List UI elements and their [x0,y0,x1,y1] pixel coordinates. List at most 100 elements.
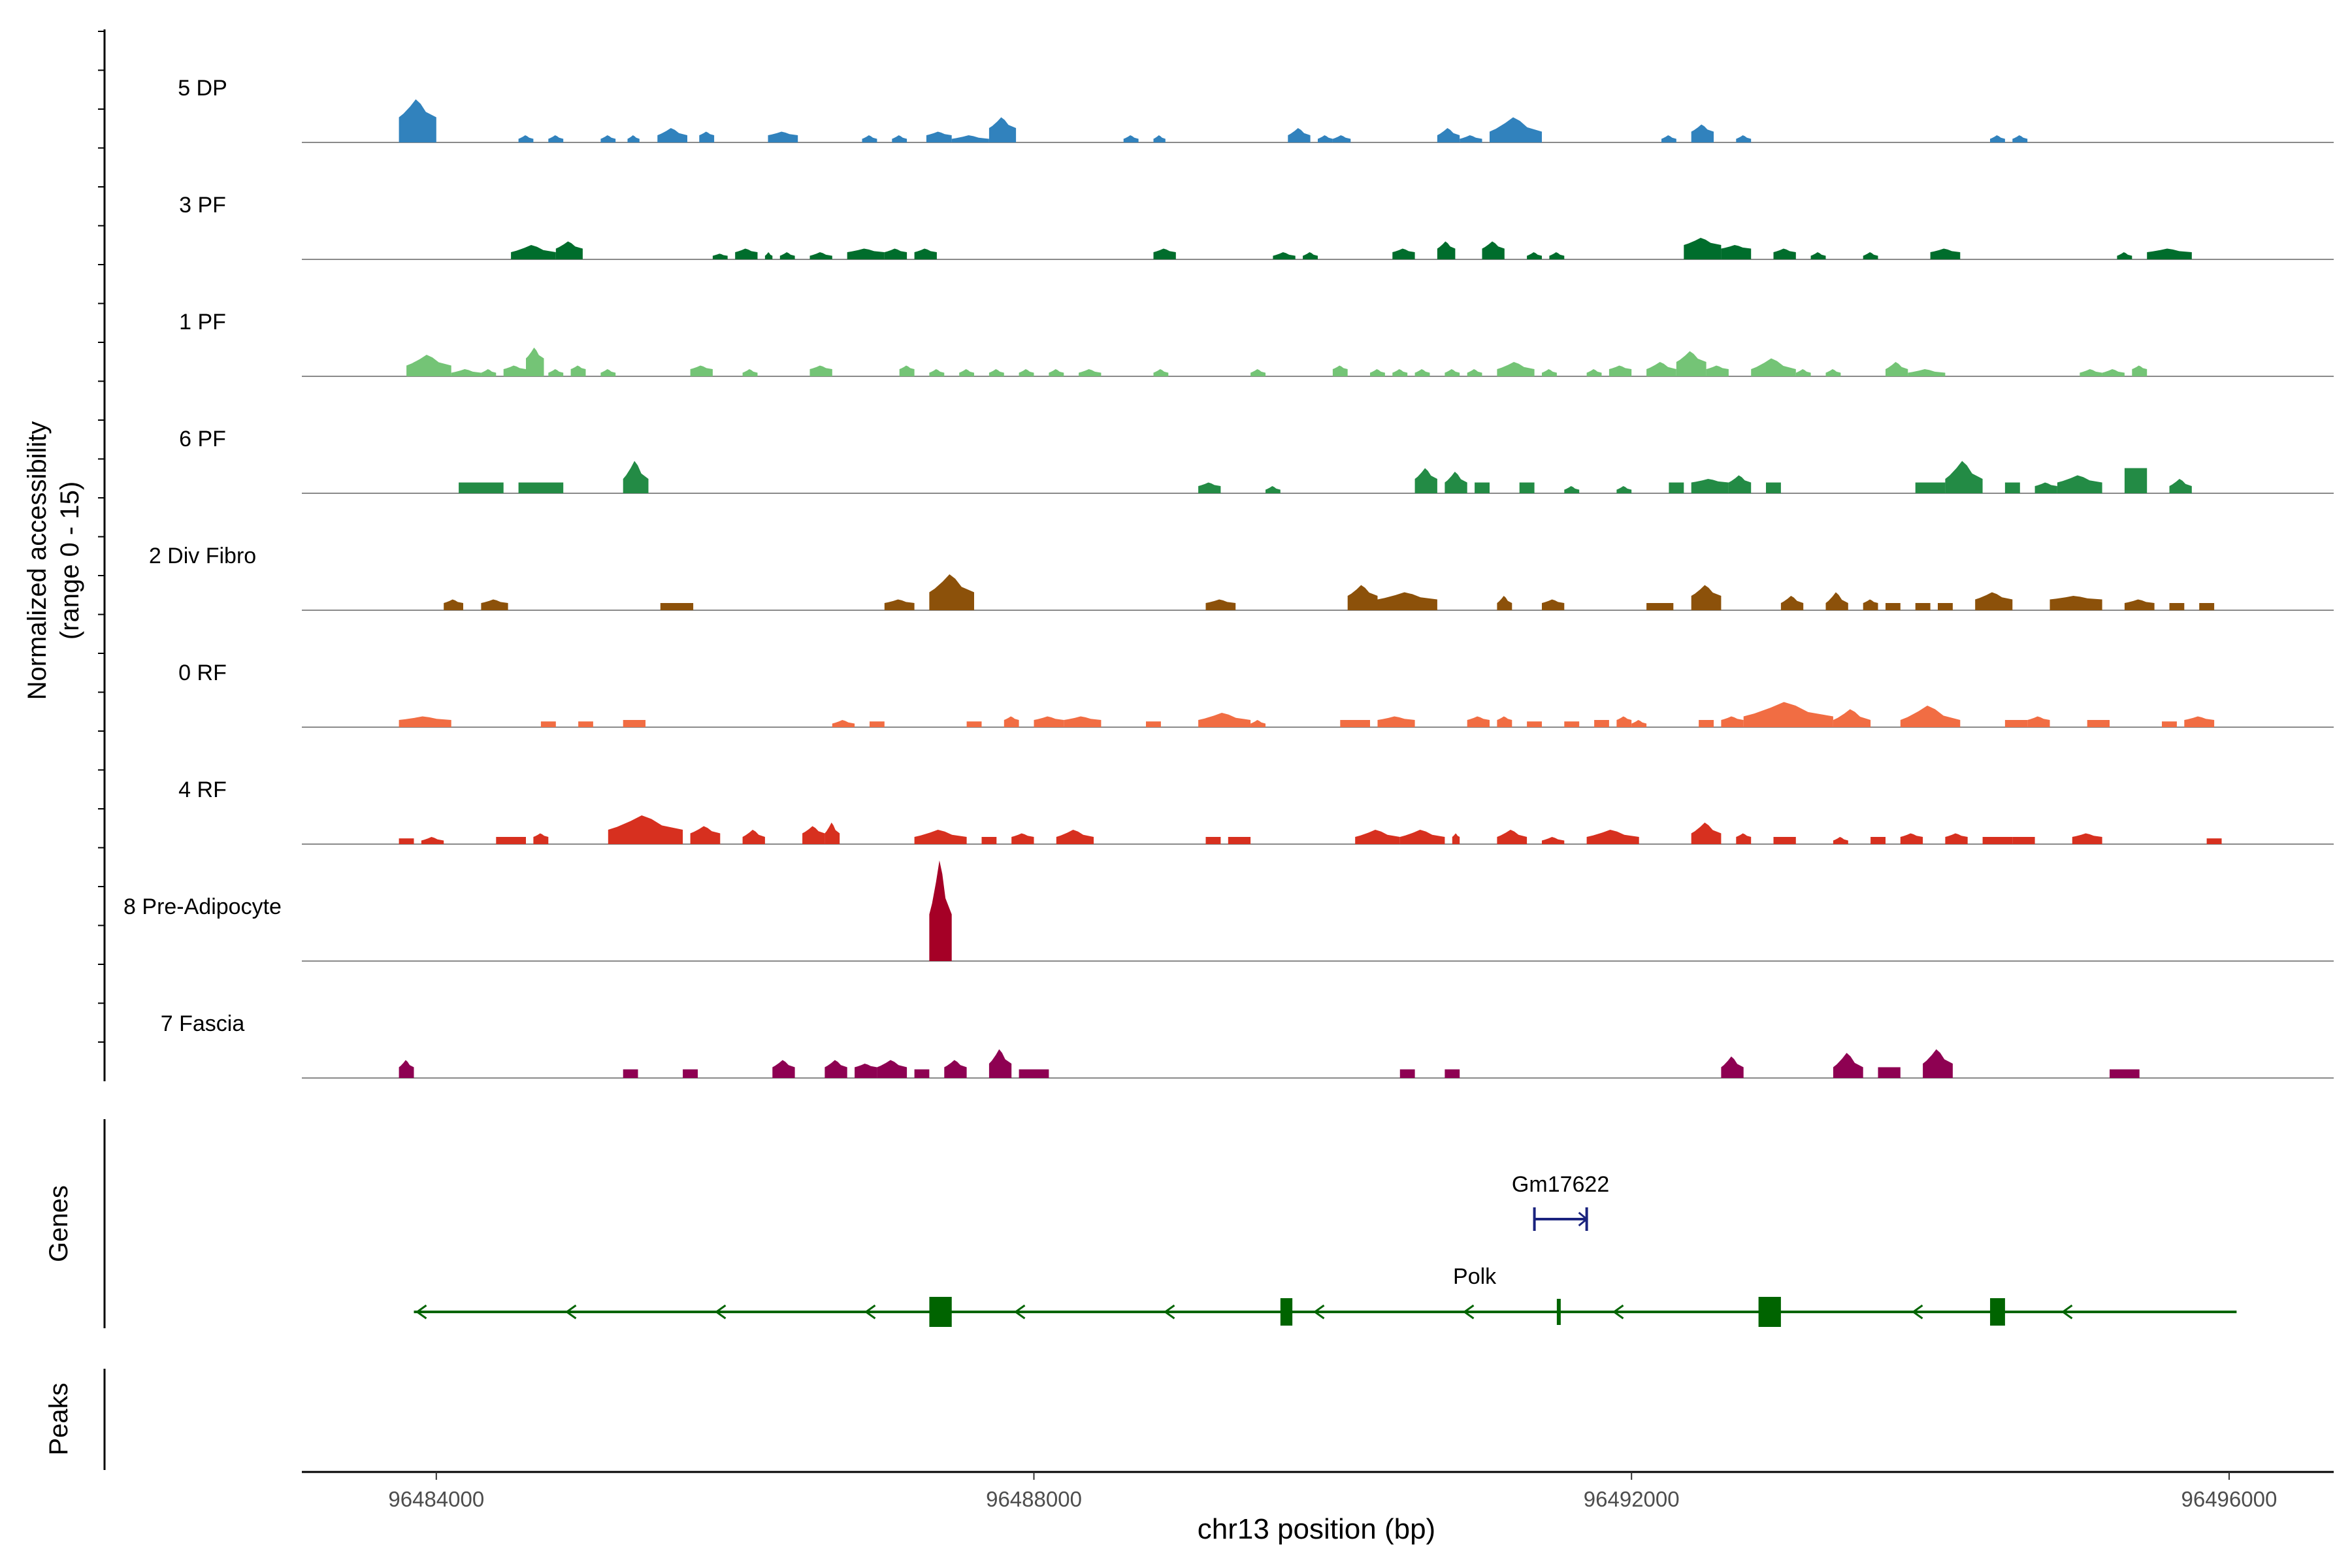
coverage-peak [1676,351,1707,376]
coverage-peak [855,1064,877,1078]
coverage-peak [1153,248,1176,259]
coverage-peak [884,248,907,259]
coverage-peak [944,1060,967,1078]
coverage-peak [1736,135,1752,142]
coverage-peak [1699,720,1714,727]
coverage-peak [1863,252,1878,259]
gene-name-polk: Polk [1453,1264,1497,1289]
gene-name-gm17622: Gm17622 [1512,1172,1609,1197]
coverage-tracks: 5 DP 3 PF 1 PF 6 PF 2 Div Fibro 0 RF 4 RF 8 Pre… [123,76,2334,1079]
coverage-peak [1631,720,1647,727]
coverage-peak [1938,603,1953,610]
coverage-peak [1266,486,1281,493]
coverage-peak [825,1060,847,1078]
track-label: 5 DP [178,76,227,101]
coverage-peak [690,365,713,376]
coverage-peak [1780,596,1804,610]
coverage-peak [1721,245,1752,259]
coverage-peak [421,837,444,844]
coverage-peak [768,131,798,142]
strand-arrow [1462,1304,1475,1320]
coverage-peak [1392,369,1408,376]
coverage-peak [1825,592,1848,610]
coverage-peak [1340,720,1370,727]
coverage-peak [459,482,504,493]
coverage-peak [2072,833,2102,844]
coverage-peak [764,252,773,259]
coverage-peak [1288,128,1311,142]
strand-arrow [415,1304,427,1320]
coverage-peak [1900,833,1923,844]
coverage-peak [496,837,526,844]
strand-arrow [1163,1304,1175,1320]
coverage-peak [742,830,765,844]
coverage-peak [444,599,463,610]
strand-arrow [564,1304,577,1320]
coverage-peak [1863,599,1878,610]
track-label: 2 Div Fibro [149,544,256,568]
coverage-peak [1445,369,1460,376]
coverage-peak [1886,603,1901,610]
coverage-peak [481,599,508,610]
coverage-peak [2110,1069,2140,1078]
coverage-peak [1833,709,1871,727]
track-label: 4 RF [178,777,227,802]
coverage-peak [1205,599,1236,610]
coverage-peak [608,815,683,844]
coverage-peak [1332,365,1348,376]
coverage-peak [1721,1056,1744,1078]
coverage-peak [623,1069,638,1078]
exon [1280,1298,1293,1326]
coverage-peak [1616,716,1632,727]
coverage-peak [1594,720,1609,727]
coverage-peak [1691,124,1714,142]
coverage-peak [1945,461,1983,493]
strand-arrow [1612,1304,1624,1320]
coverage-peak [1886,362,1908,376]
coverage-peak [1945,833,1968,844]
coverage-peak [2124,599,2155,610]
coverage-peak [1123,135,1139,142]
coverage-peak [1370,369,1385,376]
strand-arrow [1313,1304,1325,1320]
coverage-peak [1870,837,1886,844]
coverage-peak [481,369,497,376]
coverage-peak [1646,362,1676,376]
coverage-peak [1586,369,1602,376]
coverage-peak [2199,603,2215,610]
coverage-peak [2184,716,2215,727]
track: 0 RF [178,661,2334,728]
strand-arrow [2061,1304,2073,1320]
coverage-peak [1146,721,1161,727]
coverage-peak [1646,603,1674,610]
coverage-peak [1661,135,1676,142]
coverage-peak [1519,482,1535,493]
coverage-peak [578,721,593,727]
coverage-peak [929,369,945,376]
coverage-peak [1721,716,1744,727]
coverage-peak [623,461,649,493]
coverage-peak [1377,592,1437,610]
coverage-peak [899,365,915,376]
track-label: 3 PF [179,193,226,218]
coverage-peak [862,135,877,142]
strand-arrow [1578,1211,1588,1227]
coverage-peak [526,348,544,376]
coverage-peak [2012,135,2028,142]
coverage-peak [951,135,989,142]
coverage-peak [2162,721,2177,727]
coverage-peak [540,721,556,727]
coverage-peak [1669,482,1684,493]
coverage-peak [1399,1069,1415,1078]
coverage-peak [2012,837,2035,844]
coverage-peak [1004,716,1019,727]
coverage-peak [877,1060,907,1078]
coverage-peak [1392,248,1415,259]
coverage-peak [892,135,907,142]
coverage-peak [1355,830,1400,844]
x-axis-label: chr13 position (bp) [1198,1513,1435,1545]
coverage-peak [2080,369,2102,376]
coverage-peak [1527,721,1542,727]
x-tick-label: 96484000 [388,1487,484,1511]
